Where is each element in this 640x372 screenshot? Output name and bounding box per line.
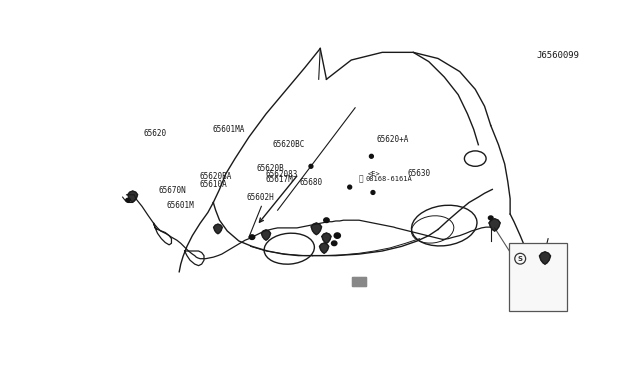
Polygon shape — [319, 243, 329, 253]
Ellipse shape — [371, 190, 375, 195]
Ellipse shape — [250, 235, 255, 240]
Text: 65620BA: 65620BA — [199, 172, 232, 181]
Text: 65620+A: 65620+A — [376, 135, 409, 144]
Bar — [352, 277, 366, 286]
Polygon shape — [489, 219, 500, 231]
Polygon shape — [322, 233, 331, 243]
Text: 65670N: 65670N — [158, 186, 186, 195]
Text: Ⓢ: Ⓢ — [359, 174, 364, 183]
Ellipse shape — [334, 233, 340, 238]
Polygon shape — [214, 224, 222, 234]
Polygon shape — [128, 191, 138, 202]
Text: 65601M: 65601M — [167, 201, 195, 209]
Polygon shape — [540, 252, 550, 264]
Text: 65680: 65680 — [300, 178, 323, 187]
Text: J6560099: J6560099 — [536, 51, 579, 60]
Text: 65630: 65630 — [408, 169, 431, 178]
Text: 65601MA: 65601MA — [213, 125, 245, 134]
Ellipse shape — [488, 216, 493, 220]
Ellipse shape — [332, 241, 337, 246]
Text: 65620: 65620 — [143, 129, 166, 138]
Text: 65620BC: 65620BC — [273, 140, 305, 149]
Polygon shape — [261, 230, 271, 240]
Bar — [352, 277, 366, 286]
Polygon shape — [311, 223, 322, 235]
Text: 65602H: 65602H — [246, 193, 274, 202]
Text: S: S — [518, 256, 523, 262]
Ellipse shape — [125, 198, 131, 202]
Bar — [509, 243, 568, 311]
Text: 6562083: 6562083 — [266, 170, 298, 179]
Ellipse shape — [309, 164, 313, 168]
Text: 08168-6161A: 08168-6161A — [365, 176, 412, 182]
Ellipse shape — [369, 154, 373, 158]
Text: 65617M: 65617M — [266, 175, 294, 185]
Text: 65620B: 65620B — [256, 164, 284, 173]
Ellipse shape — [348, 185, 351, 189]
Text: <E>: <E> — [367, 171, 380, 177]
Text: 65610A: 65610A — [199, 180, 227, 189]
Ellipse shape — [324, 218, 329, 222]
